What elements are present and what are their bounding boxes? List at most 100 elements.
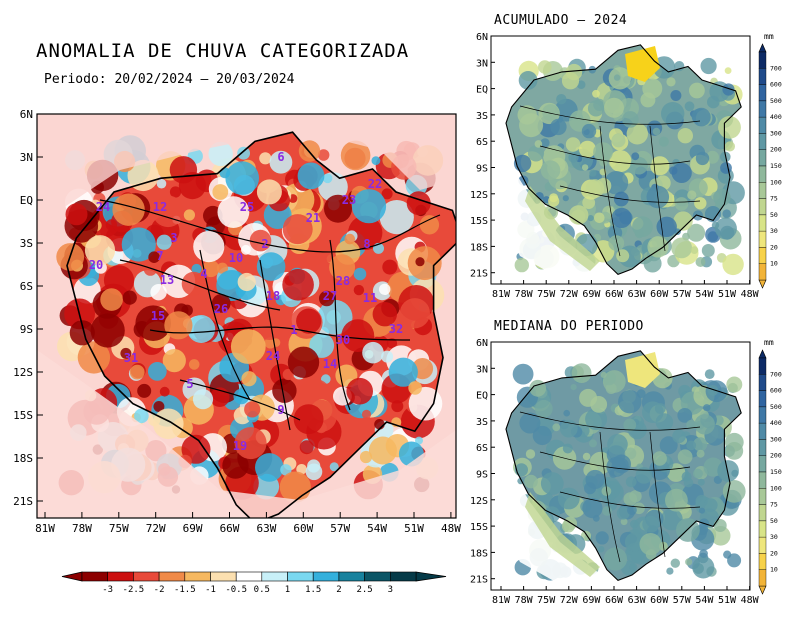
colorbar-label: -2	[154, 585, 165, 595]
lat-tick-label: 3N	[20, 151, 33, 164]
lat-tick-label: 15S	[470, 216, 488, 227]
colorbar-swatch	[235, 571, 263, 582]
basin-label: 14	[323, 357, 337, 371]
colorbar-swatch	[758, 100, 767, 118]
colorbar-swatch	[81, 571, 109, 582]
lon-tick-label: 48W	[741, 595, 760, 606]
colorbar-swatch	[758, 84, 767, 102]
basin-label: 28	[336, 274, 350, 288]
colorbar-swatch	[758, 51, 767, 69]
basin-label: 22	[368, 177, 382, 191]
colorbar-swatch	[758, 455, 767, 473]
lon-tick-label: 51W	[718, 595, 737, 606]
basin-label: 9	[277, 403, 284, 417]
basin-label: 26	[214, 302, 228, 316]
page-title: ANOMALIA DE CHUVA CATEGORIZADA	[36, 40, 410, 62]
colorbar-swatch	[389, 571, 417, 582]
lon-tick-label: 69W	[582, 595, 601, 606]
colorbar-swatch	[758, 520, 767, 538]
lon-tick-label: 75W	[109, 522, 129, 535]
lat-tick-label: 18S	[470, 548, 488, 559]
lon-tick-label: 48W	[741, 289, 760, 300]
lat-tick-label: 12S	[13, 366, 33, 379]
lon-tick-label: 69W	[582, 289, 601, 300]
colorbar-swatch	[758, 133, 767, 150]
lat-tick-label: 9S	[476, 470, 488, 481]
colorbar-swatch	[210, 571, 237, 582]
lat-tick-label: 6N	[476, 32, 488, 43]
lon-tick-label: 57W	[330, 522, 350, 535]
lat-tick-label: 21S	[470, 575, 488, 586]
lat-tick-label: 12S	[470, 496, 488, 507]
lat-tick-label: 9S	[476, 164, 488, 175]
colorbar-label: 20	[770, 243, 778, 251]
colorbar-label: 200	[770, 452, 782, 460]
basin-label: 32	[389, 322, 403, 336]
lat-tick-label: 3S	[20, 237, 33, 250]
lat-tick-label: EQ	[20, 194, 33, 207]
colorbar-label: 1	[285, 585, 290, 595]
colorbar-swatch	[758, 214, 767, 232]
colorbar-swatch	[338, 571, 365, 582]
colorbar-label: 300	[770, 435, 782, 443]
colorbar-label: 400	[770, 113, 782, 121]
colorbar-swatch	[158, 571, 186, 582]
lon-tick-label: 78W	[515, 289, 534, 300]
colorbar-swatch	[184, 571, 211, 582]
lat-tick-label: 21S	[470, 269, 488, 280]
lon-tick-label: 63W	[628, 289, 647, 300]
colorbar-swatch	[758, 149, 767, 167]
basin-label: 20	[89, 258, 103, 272]
colorbar-label: 700	[770, 64, 782, 72]
colorbar-label: 20	[770, 549, 778, 557]
colorbar-label: 50	[770, 517, 778, 525]
colorbar-swatch	[758, 263, 767, 281]
lat-tick-label: 6S	[476, 443, 488, 454]
colorbar-swatch	[312, 571, 340, 582]
lon-tick-label: 81W	[35, 522, 55, 535]
colorbar-label: 700	[770, 370, 782, 378]
colorbar-label: 150	[770, 162, 782, 170]
lon-tick-label: 72W	[560, 289, 579, 300]
colorbar-swatch	[758, 165, 767, 183]
colorbar-swatch	[758, 406, 767, 424]
colorbar-swatch	[758, 68, 767, 85]
colorbar-swatch	[758, 504, 767, 522]
basin-label: 2	[261, 237, 268, 251]
basin-label: 13	[160, 273, 174, 287]
lat-tick-label: 3S	[476, 417, 488, 428]
colorbar-swatch	[133, 571, 160, 582]
lon-tick-label: 66W	[220, 522, 240, 535]
period-subtitle: Periodo: 20/02/2024 – 20/03/2024	[44, 72, 295, 87]
lat-tick-label: 6N	[476, 338, 488, 349]
lat-tick-label: 18S	[13, 452, 33, 465]
basin-label: 18	[266, 289, 280, 303]
basin-label: 25	[240, 200, 254, 214]
lon-tick-label: 54W	[367, 522, 387, 535]
colorbar-label: 300	[770, 129, 782, 137]
lat-tick-label: 15S	[13, 409, 33, 422]
accumulated-colorbar: 700 600 500 400 300 200 150 100 75 50 30 20 10 mm	[758, 32, 782, 289]
colorbar-swatch	[758, 488, 767, 505]
lat-tick-label: 9S	[20, 323, 33, 336]
colorbar-swatch	[758, 422, 767, 440]
colorbar-label: 50	[770, 211, 778, 219]
lon-tick-label: 60W	[293, 522, 313, 535]
lon-tick-label: 66W	[605, 289, 624, 300]
colorbar-swatch	[758, 553, 767, 570]
colorbar-swatch	[758, 247, 767, 264]
lat-tick-label: 21S	[13, 495, 33, 508]
colorbar-swatch	[107, 571, 134, 582]
basin-label: 7	[156, 249, 163, 263]
lat-tick-label: 18S	[470, 242, 488, 253]
colorbar-swatch	[758, 536, 767, 554]
lon-tick-label: 60W	[650, 289, 669, 300]
lon-tick-label: 63W	[256, 522, 276, 535]
lon-tick-label: 81W	[492, 595, 511, 606]
colorbar-swatch	[758, 198, 767, 216]
lat-tick-label: 6S	[476, 137, 488, 148]
colorbar-swatch	[758, 374, 767, 391]
lat-tick-label: 6S	[20, 280, 33, 293]
basin-label: 5	[186, 377, 193, 391]
